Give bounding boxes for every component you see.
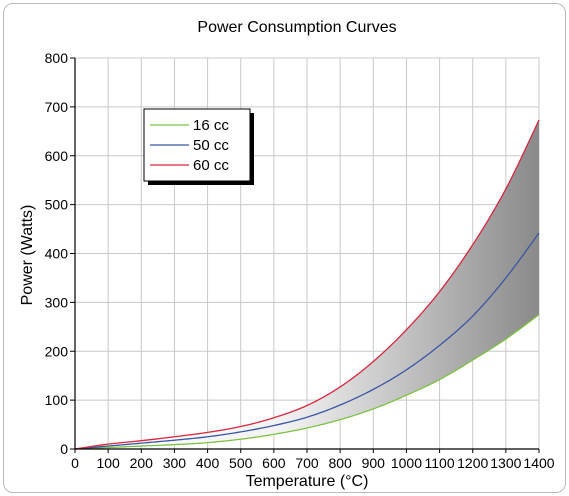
axes <box>70 57 540 453</box>
x-tick-label: 200 <box>130 455 154 471</box>
y-tick-label: 700 <box>45 99 69 115</box>
series-line-16-cc <box>74 314 540 450</box>
y-tick-label: 300 <box>45 294 69 310</box>
series-lines <box>74 119 540 450</box>
series-line-60-cc <box>74 119 540 450</box>
tick-labels: 0 100 200 300 400 500 600 700 800 0 100 200 300 400 50… <box>45 50 555 471</box>
x-tick-label: 800 <box>328 455 352 471</box>
x-tick-label: 100 <box>96 455 120 471</box>
x-tick-label: 500 <box>229 455 253 471</box>
x-tick-label: 900 <box>362 455 386 471</box>
x-tick-label: 1100 <box>425 455 455 471</box>
series-line-50-cc <box>74 232 540 450</box>
y-tick-label: 600 <box>45 148 69 164</box>
y-tick-label: 0 <box>60 441 68 457</box>
y-tick-label: 800 <box>45 50 69 66</box>
chart-title: Power Consumption Curves <box>197 19 396 36</box>
x-tick-label: 1300 <box>490 455 521 471</box>
y-tick-label: 200 <box>45 343 69 359</box>
x-tick-label: 300 <box>163 455 187 471</box>
y-tick-label: 500 <box>45 197 69 213</box>
x-tick-label: 1200 <box>457 455 488 471</box>
x-tick-label: 600 <box>262 455 286 471</box>
legend-label: 50 cc <box>193 137 229 154</box>
shaded-band <box>75 120 539 449</box>
shaded-region <box>75 120 539 449</box>
legend: 16 cc 50 cc 60 cc <box>143 108 254 185</box>
y-tick-label: 400 <box>45 246 69 262</box>
x-tick-label: 1400 <box>523 455 554 471</box>
x-tick-label: 1000 <box>391 455 422 471</box>
legend-label: 16 cc <box>193 117 229 134</box>
x-axis-label: Temperature (°C) <box>246 473 369 490</box>
y-tick-label: 100 <box>45 392 69 408</box>
x-tick-label: 700 <box>295 455 319 471</box>
y-axis-label: Power (Watts) <box>19 205 36 306</box>
x-tick-label: 400 <box>196 455 220 471</box>
legend-label: 60 cc <box>193 157 229 174</box>
x-tick-label: 0 <box>71 455 79 471</box>
